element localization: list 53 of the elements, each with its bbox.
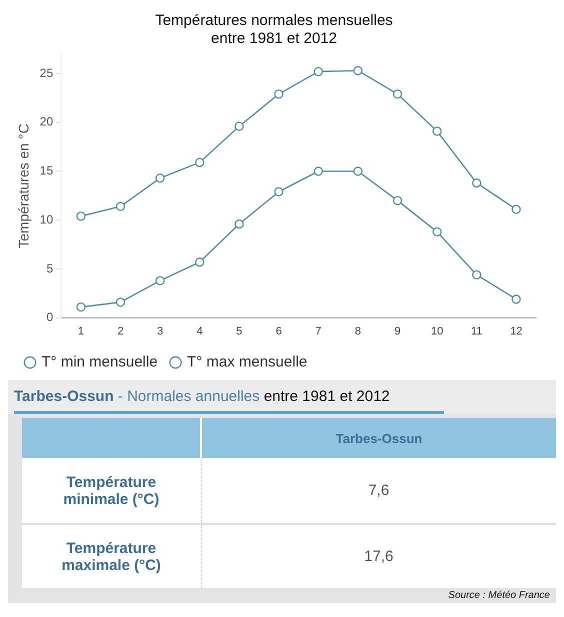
text: Température minimale (°C) [22,458,201,524]
point [76,302,86,312]
y-tick-label: 0 [46,310,54,324]
point [76,212,86,221]
legend-label: T° max mensuelle [187,354,308,371]
x-tick-label: 8 [354,325,361,338]
x-tick-label: 5 [236,325,242,338]
point [195,158,204,168]
point [314,66,323,76]
text: Température maximale (°C) [22,524,201,588]
y-tick-label: 15 [40,164,54,178]
point [234,122,244,131]
point [274,89,284,99]
x-tick-label: 11 [470,325,482,338]
point [512,294,521,304]
point [116,202,126,212]
x-tick-label: 10 [430,325,444,338]
x-tick-label: 3 [157,325,164,338]
point [392,89,402,99]
chart-title: Températures normales mensuelles entre 1981 et 2012 [155,12,393,48]
y-axis-title: Températures en °C [15,124,32,248]
legend-label: T° min mensuelle [42,354,158,371]
point [195,258,204,267]
point [392,196,402,206]
text: 7,6 [367,481,390,501]
x-tick-label: 1 [78,325,84,338]
point [472,178,482,188]
point [274,187,284,196]
x-tick-label: 6 [276,325,282,338]
y-tick-label: 20 [40,114,54,129]
point [512,204,521,214]
x-tick-label: 12 [510,325,522,338]
section-header: Tarbes-Ossun - Normales annuelles entre 1981 et 2012 [8,380,556,414]
point [234,219,244,229]
point [353,166,363,176]
x-tick-label: 4 [196,325,203,338]
text: 17,6 [363,547,394,567]
y-tick-label: 25 [40,66,54,80]
x-tick-label: 2 [117,325,124,338]
y-tick-label: 5 [46,261,54,276]
point [353,66,363,76]
x-tick-label: 9 [394,325,401,338]
y-tick-label: 10 [40,212,54,226]
point [155,276,165,286]
x-tick-label: 7 [315,325,322,338]
point [155,173,165,183]
point [314,166,323,176]
source-note: Source : Météo France [447,589,551,603]
point [472,270,482,280]
point [432,227,442,236]
table-header: Tarbes-Ossun [22,418,556,458]
point [432,126,442,136]
point [116,298,126,307]
